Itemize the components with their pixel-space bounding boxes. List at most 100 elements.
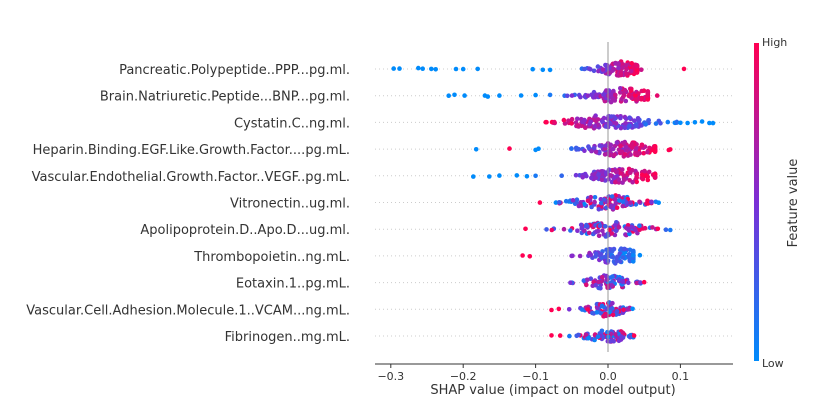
shap-point bbox=[583, 332, 589, 338]
shap-point-outlier bbox=[668, 227, 673, 233]
shap-point bbox=[591, 145, 597, 151]
shap-point bbox=[626, 166, 632, 172]
feature-labels: Pancreatic.Polypeptide..PPP...pg.ml. Brai… bbox=[26, 63, 350, 345]
shap-point bbox=[589, 175, 594, 181]
shap-point bbox=[604, 88, 609, 93]
shap-point bbox=[611, 176, 616, 181]
shap-point bbox=[620, 167, 625, 172]
shap-point bbox=[628, 200, 633, 205]
shap-point-outlier bbox=[681, 66, 687, 72]
shap-point bbox=[645, 149, 650, 155]
shap-point bbox=[620, 199, 626, 204]
shap-point bbox=[582, 66, 587, 72]
shap-point-outlier bbox=[549, 307, 554, 313]
x-axis: −0.3 −0.2 −0.1 0.0 0.1 bbox=[375, 363, 733, 383]
feature-label: Brain.Natriuretic.Peptide...BNP...pg.ml. bbox=[100, 90, 350, 105]
shap-point bbox=[549, 227, 555, 233]
shap-point bbox=[597, 149, 602, 155]
shap-point bbox=[622, 177, 627, 182]
shap-point bbox=[597, 223, 603, 229]
shap-point bbox=[609, 194, 615, 199]
shap-point bbox=[583, 125, 588, 130]
shap-point bbox=[624, 66, 629, 72]
shap-point bbox=[628, 68, 634, 74]
shap-point bbox=[641, 88, 647, 93]
shap-point bbox=[645, 177, 651, 183]
shap-point-outlier bbox=[678, 120, 683, 126]
shap-point bbox=[585, 223, 590, 229]
shap-point-outlier bbox=[420, 66, 426, 71]
shap-point bbox=[582, 148, 587, 153]
shap-point-outlier bbox=[537, 200, 543, 205]
shap-point bbox=[626, 228, 632, 233]
shap-point-outlier bbox=[485, 94, 491, 99]
shap-point bbox=[620, 279, 625, 285]
shap-point bbox=[634, 123, 639, 129]
shap-point bbox=[613, 61, 618, 66]
shap-point bbox=[613, 228, 619, 234]
feature-label: Apolipoprotein.D..Apo.D...ug.ml. bbox=[140, 223, 350, 238]
shap-point bbox=[614, 205, 620, 210]
shap-point-outlier bbox=[547, 67, 553, 73]
shap-point-outlier bbox=[540, 67, 546, 73]
shap-point bbox=[561, 117, 567, 123]
shap-point bbox=[584, 282, 589, 288]
shap-point bbox=[609, 179, 615, 185]
shap-point-outlier bbox=[654, 93, 660, 98]
shap-point-outlier bbox=[518, 93, 524, 98]
shap-point bbox=[629, 141, 635, 147]
shap-point bbox=[619, 96, 624, 102]
shap-point bbox=[622, 152, 628, 157]
shap-point bbox=[612, 152, 617, 157]
shap-point-outlier bbox=[641, 279, 647, 285]
x-tick-label: −0.1 bbox=[522, 370, 549, 383]
shap-point bbox=[586, 335, 591, 341]
shap-point bbox=[634, 172, 640, 177]
shap-point bbox=[641, 150, 646, 156]
shap-point-outlier bbox=[685, 120, 690, 126]
shap-point bbox=[599, 303, 605, 309]
shap-point bbox=[565, 93, 570, 99]
shap-point bbox=[573, 172, 579, 178]
shap-point-outlier bbox=[514, 173, 520, 178]
shap-point-outlier bbox=[433, 67, 439, 72]
shap-point bbox=[595, 117, 601, 122]
shap-point bbox=[618, 115, 623, 121]
shap-point bbox=[614, 169, 620, 174]
shap-point bbox=[646, 118, 651, 123]
shap-point bbox=[619, 149, 625, 154]
shap-point bbox=[628, 152, 633, 157]
x-tick-label: 0.0 bbox=[599, 370, 617, 383]
shap-point-outlier bbox=[497, 93, 502, 98]
shap-point bbox=[626, 252, 632, 257]
shap-point-outlier bbox=[523, 226, 528, 232]
shap-point bbox=[631, 253, 636, 258]
shap-point bbox=[640, 176, 646, 182]
shap-point bbox=[610, 279, 615, 285]
shap-point bbox=[582, 201, 587, 207]
shap-point-outlier bbox=[557, 333, 563, 338]
shap-point-outlier bbox=[530, 66, 535, 72]
shap-point bbox=[608, 99, 614, 105]
shap-point bbox=[585, 307, 590, 312]
shap-point bbox=[616, 224, 622, 230]
shap-point bbox=[612, 197, 618, 202]
shap-point-outlier bbox=[391, 66, 397, 71]
shap-point bbox=[559, 173, 564, 178]
shap-point bbox=[610, 254, 616, 260]
shap-point-outlier bbox=[631, 333, 637, 338]
shap-point bbox=[638, 280, 643, 285]
shap-point bbox=[652, 175, 658, 180]
shap-point-outlier bbox=[520, 253, 525, 258]
shap-point bbox=[610, 300, 615, 306]
shap-point bbox=[595, 334, 601, 340]
shap-point-outlier bbox=[460, 66, 466, 72]
shap-point bbox=[627, 231, 632, 237]
shap-point bbox=[610, 68, 615, 73]
shap-point bbox=[632, 118, 637, 123]
shap-point bbox=[637, 223, 642, 228]
shap-point bbox=[592, 124, 597, 129]
shap-point bbox=[596, 68, 601, 74]
shap-point bbox=[593, 175, 599, 181]
